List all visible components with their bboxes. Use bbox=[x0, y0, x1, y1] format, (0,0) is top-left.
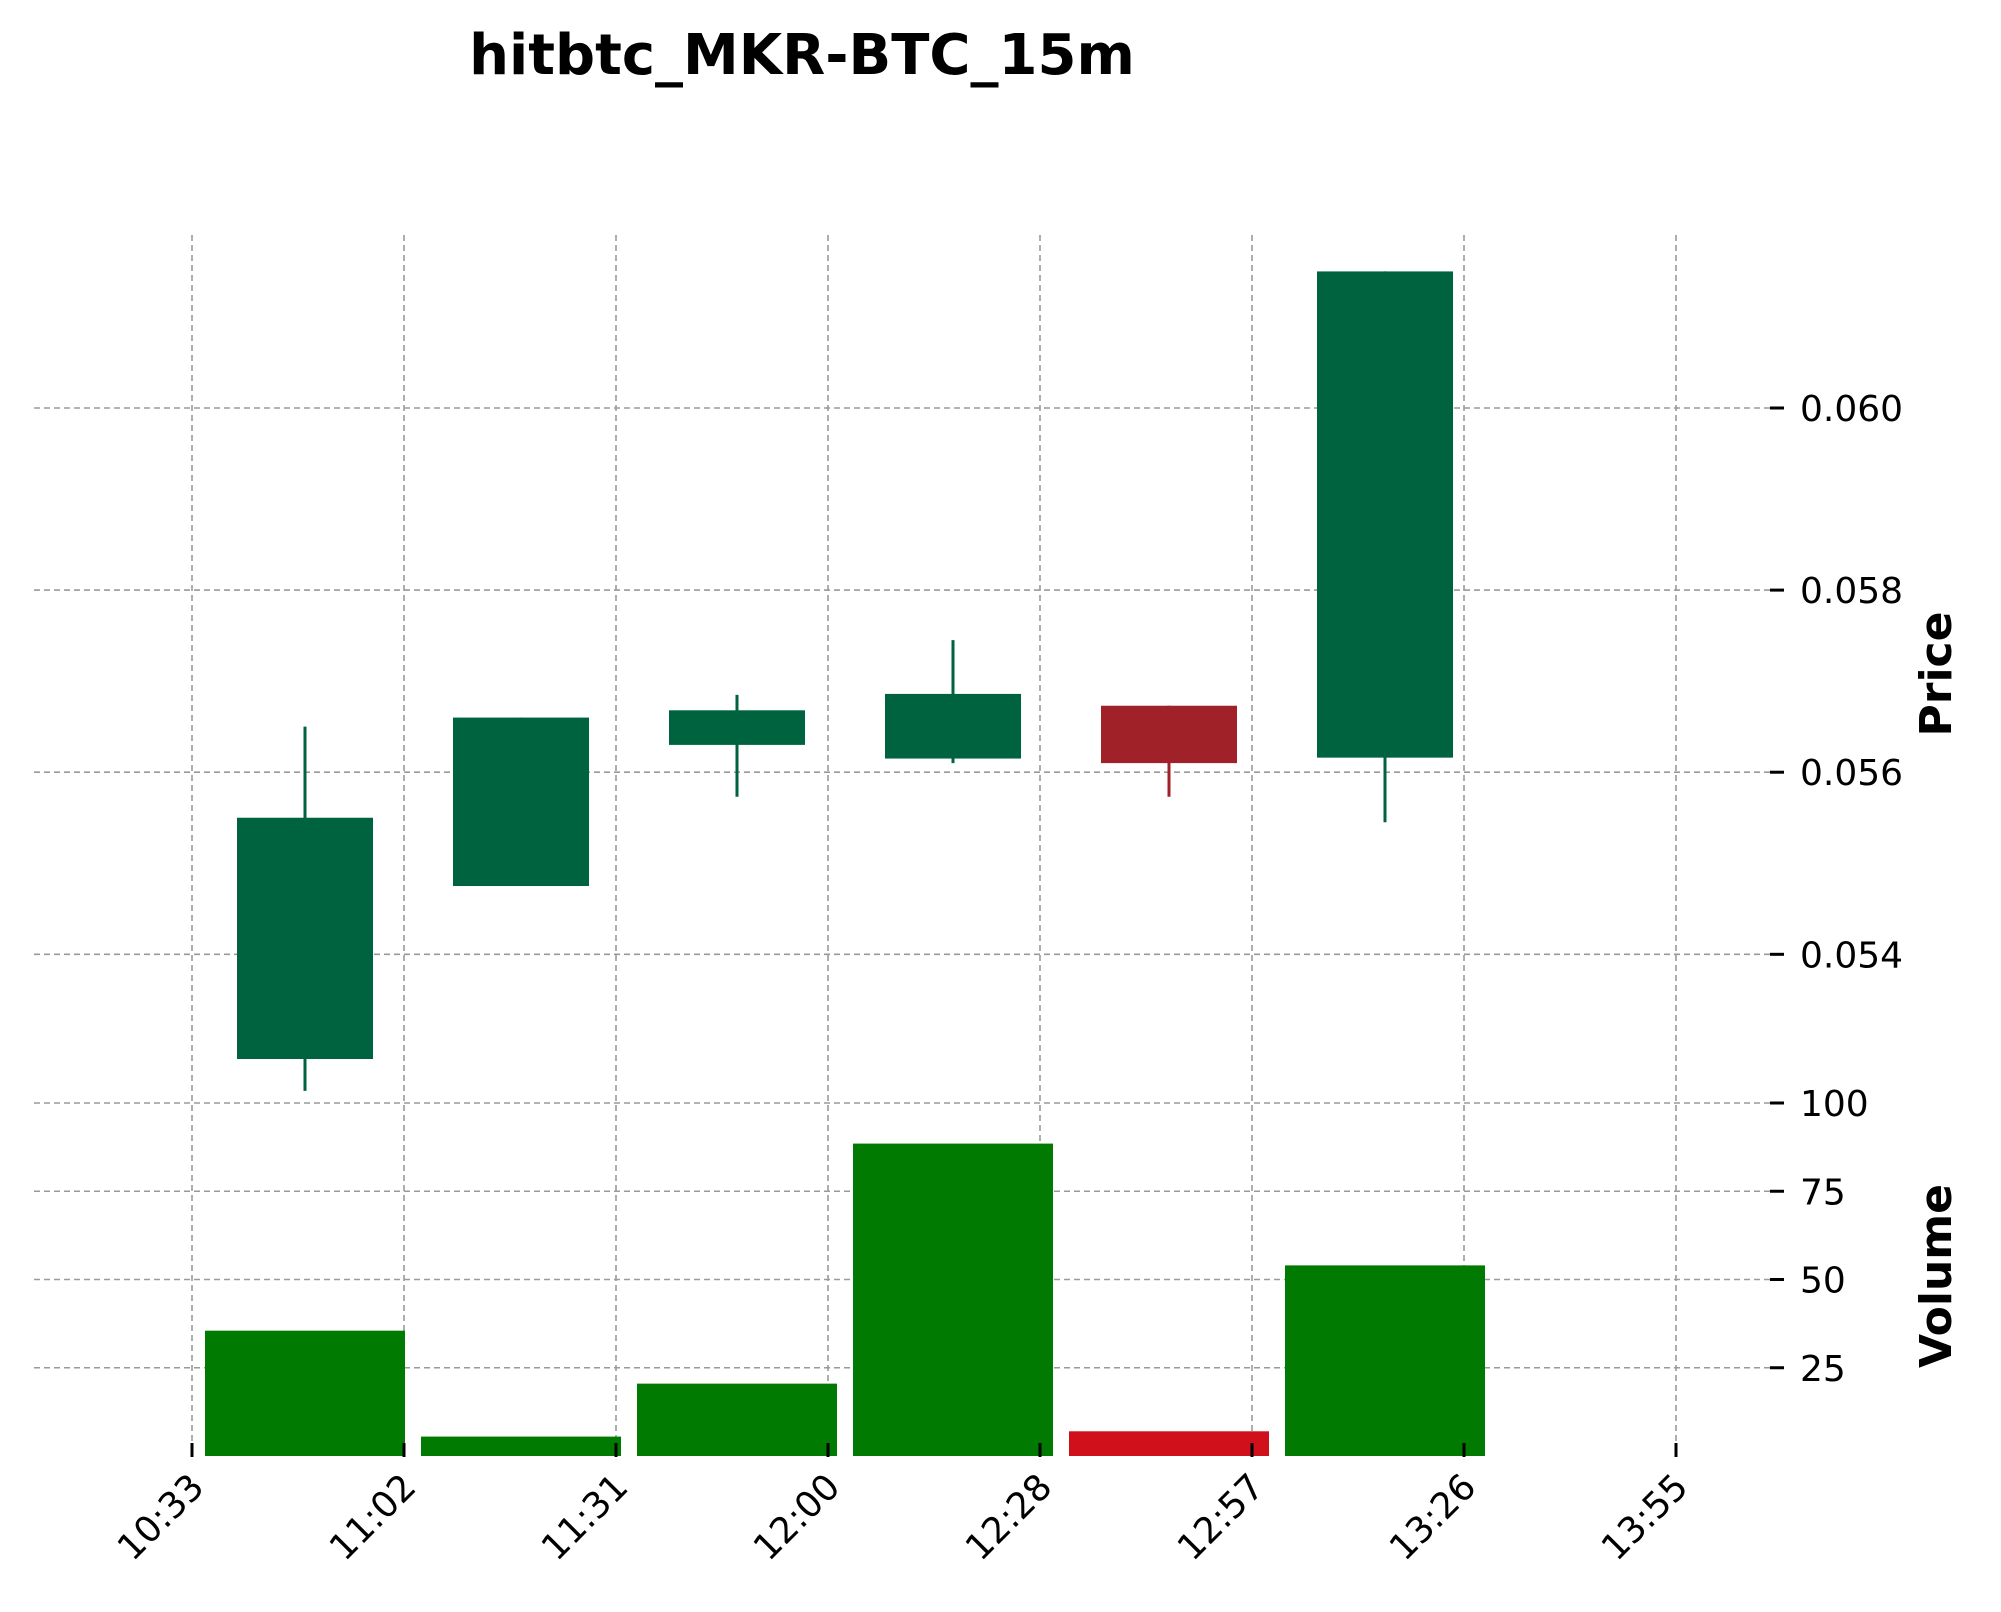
volume-bar-up bbox=[1285, 1265, 1485, 1456]
price-tick-label: 0.056 bbox=[1800, 753, 1903, 794]
chart-title: hitbtc_MKR-BTC_15m bbox=[469, 23, 1135, 88]
volume-tick-label: 75 bbox=[1800, 1172, 1846, 1213]
volume-axis-label: Volume bbox=[1911, 1184, 1962, 1368]
candle-body-up bbox=[885, 693, 1021, 759]
x-tick-label: 12:28 bbox=[958, 1466, 1060, 1568]
candle-body-up bbox=[1317, 271, 1453, 758]
volume-tick-label: 50 bbox=[1800, 1261, 1846, 1302]
price-panel bbox=[237, 271, 1453, 1091]
candle-body-up bbox=[669, 710, 805, 745]
candle-body-up bbox=[453, 717, 589, 887]
x-tick-label: 12:00 bbox=[746, 1466, 848, 1568]
price-tick-label: 0.060 bbox=[1800, 389, 1903, 430]
x-tick-label: 13:26 bbox=[1382, 1466, 1484, 1568]
x-tick-label: 12:57 bbox=[1170, 1466, 1272, 1568]
x-tick-label: 11:31 bbox=[534, 1466, 636, 1568]
volume-panel bbox=[205, 1143, 1485, 1456]
price-tick-label: 0.058 bbox=[1800, 571, 1903, 612]
x-tick-label: 13:55 bbox=[1594, 1466, 1696, 1568]
candle-body-up bbox=[237, 817, 373, 1060]
grid-layer bbox=[34, 235, 1770, 1443]
volume-bar-up bbox=[205, 1330, 405, 1456]
volume-bar-down bbox=[1069, 1431, 1269, 1456]
price-axis-label: Price bbox=[1911, 612, 1962, 737]
x-tick-label: 11:02 bbox=[322, 1466, 424, 1568]
volume-bar-up bbox=[853, 1143, 1053, 1456]
volume-tick-label: 100 bbox=[1800, 1084, 1869, 1125]
price-tick-label: 0.054 bbox=[1800, 935, 1903, 976]
volume-bar-up bbox=[421, 1436, 621, 1456]
volume-tick-label: 25 bbox=[1800, 1349, 1846, 1390]
volume-bar-up bbox=[637, 1383, 837, 1456]
x-tick-label: 10:33 bbox=[110, 1466, 212, 1568]
candle-body-down bbox=[1101, 705, 1237, 764]
